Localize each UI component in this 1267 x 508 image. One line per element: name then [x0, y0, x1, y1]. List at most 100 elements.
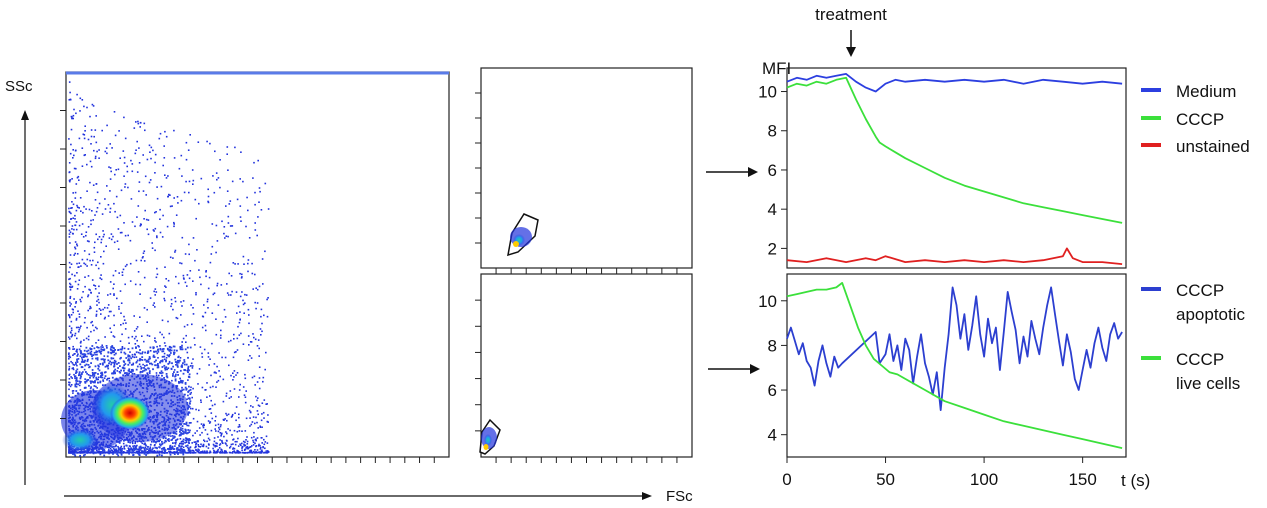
scatter-dot: [124, 363, 127, 365]
scatter-dot: [148, 451, 151, 454]
scatter-dot: [196, 440, 199, 442]
scatter-dot: [68, 221, 71, 223]
scatter-dot: [79, 350, 82, 352]
scatter-dot: [108, 380, 111, 382]
scatter-dot: [204, 452, 207, 454]
scatter-dot: [158, 454, 161, 456]
scatter-dot: [132, 450, 135, 453]
scatter-dot: [238, 416, 240, 419]
scatter-dot: [188, 191, 190, 194]
scatter-dot: [146, 451, 149, 453]
scatter-dot: [129, 451, 131, 454]
scatter-dot: [185, 451, 188, 454]
scatter-dot: [156, 235, 158, 237]
scatter-dot: [76, 204, 78, 207]
scatter-dot: [236, 337, 239, 340]
scatter-dot: [181, 236, 184, 239]
scatter-dot: [102, 348, 104, 351]
scatter-dot: [138, 147, 140, 149]
scatter-dot: [131, 451, 134, 454]
scatter-dot: [170, 303, 173, 305]
scatter-dot: [165, 278, 167, 280]
scatter-dot: [186, 274, 189, 276]
scatter-dot: [235, 406, 238, 408]
scatter-dot: [188, 431, 191, 434]
scatter-dot: [87, 352, 89, 355]
scatter-dot: [176, 452, 178, 454]
scatter-dot: [240, 444, 242, 447]
scatter-dot: [258, 405, 261, 407]
scatter-dot: [69, 305, 71, 307]
scatter-dot: [109, 281, 112, 283]
scatter-dot: [84, 317, 86, 319]
scatter-dot: [179, 262, 181, 264]
scatter-dot: [166, 376, 169, 379]
scatter-dot: [187, 365, 190, 368]
scatter-dot: [83, 355, 86, 358]
scatter-dot: [195, 293, 197, 296]
scatter-dot: [73, 450, 75, 453]
scatter-dot: [238, 424, 241, 426]
scatter-dot: [159, 443, 161, 446]
scatter-dot: [106, 346, 108, 349]
scatter-dot: [172, 442, 174, 444]
scatter-dot: [169, 453, 172, 456]
scatter-dot: [85, 337, 88, 340]
scatter-dot: [199, 346, 202, 348]
scatter-dot: [257, 404, 260, 407]
scatter-dot: [145, 218, 148, 221]
scatter-dot: [109, 447, 112, 450]
scatter-dot: [71, 377, 73, 379]
scatter-dot: [188, 373, 191, 376]
scatter-dot: [179, 442, 181, 445]
scatter-dot: [198, 449, 200, 451]
scatter-dot: [163, 336, 165, 339]
scatter-dot: [190, 422, 192, 424]
ssc-axis-arrow: [21, 110, 29, 485]
scatter-dot: [116, 363, 118, 365]
scatter-dot: [199, 452, 202, 454]
scatter-dot: [212, 385, 214, 388]
scatter-dot: [103, 348, 106, 351]
scatter-dot: [178, 448, 181, 451]
scatter-dot: [196, 372, 199, 375]
scatter-dot: [184, 382, 187, 384]
scatter-dot: [232, 262, 235, 264]
scatter-dot: [225, 431, 227, 433]
scatter-dot: [121, 271, 124, 274]
scatter-dot: [117, 168, 120, 171]
scatter-dot: [167, 439, 170, 442]
scatter-dot: [89, 160, 92, 163]
scatter-dot: [101, 376, 104, 379]
scatter-dot: [221, 439, 223, 442]
scatter-dot: [254, 203, 256, 206]
scatter-dot: [103, 355, 106, 357]
scatter-dot: [95, 449, 98, 452]
scatter-dot: [70, 207, 72, 209]
scatter-dot: [241, 449, 243, 452]
scatter-dot: [68, 373, 71, 376]
scatter-dot: [191, 449, 194, 452]
scatter-dot: [188, 385, 190, 388]
scatter-dot: [196, 249, 198, 251]
scatter-dot: [75, 350, 77, 353]
scatter-dot: [111, 147, 113, 149]
scatter-dot: [86, 106, 88, 109]
scatter-dot: [240, 220, 242, 222]
scatter-dot: [180, 441, 183, 443]
scatter-dot: [68, 451, 71, 453]
scatter-dot: [143, 260, 146, 262]
scatter-dot: [223, 452, 226, 454]
scatter-dot: [148, 144, 151, 147]
scatter-dot: [72, 368, 75, 371]
scatter-dot: [252, 444, 255, 446]
scatter-dot: [201, 386, 204, 389]
scatter-dot: [239, 272, 241, 275]
scatter-dot: [90, 382, 92, 384]
scatter-dot: [258, 377, 261, 379]
scatter-dot: [69, 289, 72, 291]
scatter-dot: [143, 367, 145, 369]
scatter-dot: [88, 288, 90, 291]
scatter-dot: [192, 387, 194, 390]
scatter-dot: [226, 283, 228, 285]
